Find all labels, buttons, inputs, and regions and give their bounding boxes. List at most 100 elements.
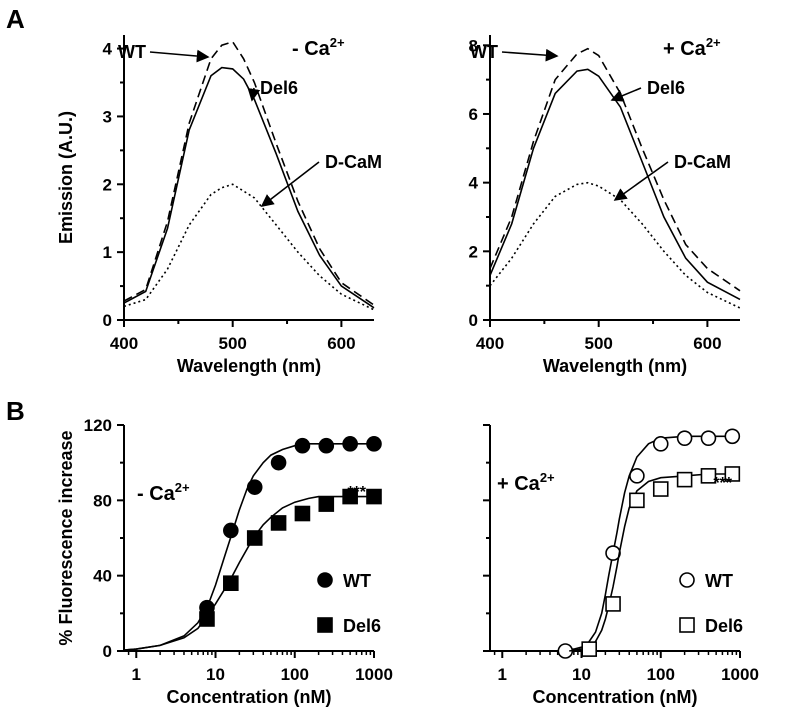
y-tick-label: 8 bbox=[469, 36, 478, 55]
legend-arrow-del6 bbox=[610, 87, 642, 102]
legend-label-wt: WT bbox=[470, 42, 498, 62]
fit-curve-wt bbox=[123, 442, 374, 651]
x-tick-label: 1 bbox=[498, 665, 507, 684]
data-point-wt bbox=[724, 428, 741, 445]
data-point-wt bbox=[700, 430, 717, 446]
legend-label-wt: WT bbox=[705, 571, 733, 591]
y-tick-label: 6 bbox=[469, 105, 478, 124]
x-axis-label: Concentration (nM) bbox=[167, 687, 332, 707]
legend-arrow-del6 bbox=[247, 87, 261, 102]
data-point-wt bbox=[318, 437, 335, 454]
data-point-del6 bbox=[199, 611, 215, 627]
x-tick-label: 100 bbox=[281, 665, 309, 684]
y-axis-label: Emission (A.U.) bbox=[56, 111, 76, 244]
legend-marker-wt bbox=[317, 572, 333, 588]
x-axis-label: Wavelength (nm) bbox=[177, 356, 321, 376]
x-tick-label: 500 bbox=[219, 334, 247, 353]
significance-mark: *** bbox=[347, 484, 366, 501]
data-point-wt bbox=[652, 436, 669, 452]
y-tick-label: 4 bbox=[103, 40, 113, 59]
series-line-d-cam bbox=[489, 181, 741, 309]
y-tick-label: 3 bbox=[103, 107, 112, 126]
y-tick-label: 1 bbox=[103, 243, 112, 262]
y-tick-label: 0 bbox=[469, 311, 478, 330]
data-point-del6 bbox=[605, 596, 621, 612]
x-tick-label: 1 bbox=[132, 665, 141, 684]
y-tick-label: 0 bbox=[103, 642, 112, 661]
legend-arrow-d-cam bbox=[613, 161, 669, 201]
x-tick-label: 600 bbox=[693, 334, 721, 353]
data-point-del6 bbox=[724, 466, 741, 482]
legend-arrow-wt bbox=[501, 48, 559, 62]
data-point-del6 bbox=[676, 471, 693, 488]
chart-b-right: 1 10 100 1000 Concentration (nM) + Ca2+ WT Del6… bbox=[483, 424, 759, 707]
legend-label-d-cam: D-CaM bbox=[674, 152, 731, 172]
y-tick-label: 4 bbox=[469, 174, 479, 193]
panel-label-b: B bbox=[6, 396, 25, 426]
data-point-wt bbox=[366, 436, 382, 452]
y-axis-label: % Fluorescence increase bbox=[56, 430, 76, 645]
x-tick-label: 400 bbox=[110, 334, 138, 353]
data-point-del6 bbox=[318, 496, 335, 512]
data-point-wt bbox=[270, 454, 287, 471]
legend-label-del6: Del6 bbox=[343, 616, 381, 636]
y-tick-label: 80 bbox=[93, 491, 112, 510]
legend-label-wt: WT bbox=[343, 571, 371, 591]
x-tick-label: 1000 bbox=[355, 665, 393, 684]
data-point-wt bbox=[294, 437, 311, 454]
legend-marker-del6 bbox=[679, 617, 695, 633]
data-point-del6 bbox=[294, 505, 311, 522]
data-point-wt bbox=[629, 468, 645, 484]
y-tick-label: 120 bbox=[84, 416, 112, 435]
x-axis-label: Wavelength (nm) bbox=[543, 356, 687, 376]
x-axis-label: Concentration (nM) bbox=[533, 687, 698, 707]
data-point-del6 bbox=[270, 515, 287, 531]
data-point-wt bbox=[223, 522, 239, 539]
data-point-wt bbox=[676, 430, 693, 446]
legend-label-d-cam: D-CaM bbox=[325, 152, 382, 172]
series-line-del6 bbox=[123, 66, 375, 309]
data-point-wt bbox=[246, 479, 263, 495]
data-point-wt bbox=[342, 436, 358, 452]
y-tick-label: 2 bbox=[103, 175, 112, 194]
data-point-del6 bbox=[246, 530, 263, 546]
condition-label: - Ca2+ bbox=[292, 35, 345, 60]
x-tick-label: 600 bbox=[327, 334, 355, 353]
x-tick-label: 500 bbox=[585, 334, 613, 353]
x-tick-label: 400 bbox=[476, 334, 504, 353]
data-point-del6 bbox=[366, 488, 382, 505]
condition-label: - Ca2+ bbox=[137, 480, 190, 505]
data-point-del6 bbox=[223, 575, 239, 592]
series-line-wt bbox=[123, 40, 375, 306]
condition-label: + Ca2+ bbox=[497, 470, 555, 495]
legend-label-del6: Del6 bbox=[260, 78, 298, 98]
legend-label-del6: Del6 bbox=[647, 78, 685, 98]
series-line-del6 bbox=[489, 68, 741, 301]
chart-a-right: 400 500 600 0 2 4 6 8 Wavelength (nm) + Ca2+ WT Del… bbox=[469, 35, 741, 376]
chart-b-left: 1 10 100 1000 0 40 80 120 Concentration (nM) % Fl… bbox=[56, 416, 393, 707]
x-tick-label: 100 bbox=[647, 665, 675, 684]
data-point-del6 bbox=[629, 492, 645, 509]
y-tick-label: 2 bbox=[469, 242, 478, 261]
legend-label-del6: Del6 bbox=[705, 616, 743, 636]
legend-arrow-d-cam bbox=[260, 161, 320, 207]
legend-marker-wt bbox=[679, 572, 695, 588]
data-point-del6 bbox=[581, 641, 597, 657]
fit-curve-del6 bbox=[123, 495, 374, 651]
x-tick-label: 1000 bbox=[721, 665, 759, 684]
x-tick-label: 10 bbox=[206, 665, 225, 684]
significance-mark: *** bbox=[713, 475, 732, 492]
x-tick-label: 10 bbox=[572, 665, 591, 684]
legend-marker-del6 bbox=[317, 617, 333, 633]
data-point-del6 bbox=[342, 488, 358, 505]
y-tick-label: 0 bbox=[103, 311, 112, 330]
series-line-wt bbox=[489, 47, 741, 292]
panel-label-a: A bbox=[6, 4, 25, 34]
chart-a-left: 400 500 600 0 1 2 3 4 Wavelength (nm) Emission (A… bbox=[56, 35, 382, 376]
legend-arrow-wt bbox=[149, 49, 210, 63]
data-point-del6 bbox=[700, 468, 717, 484]
y-tick-label: 40 bbox=[93, 567, 112, 586]
legend-label-wt: WT bbox=[118, 42, 146, 62]
data-point-del6 bbox=[652, 481, 669, 497]
